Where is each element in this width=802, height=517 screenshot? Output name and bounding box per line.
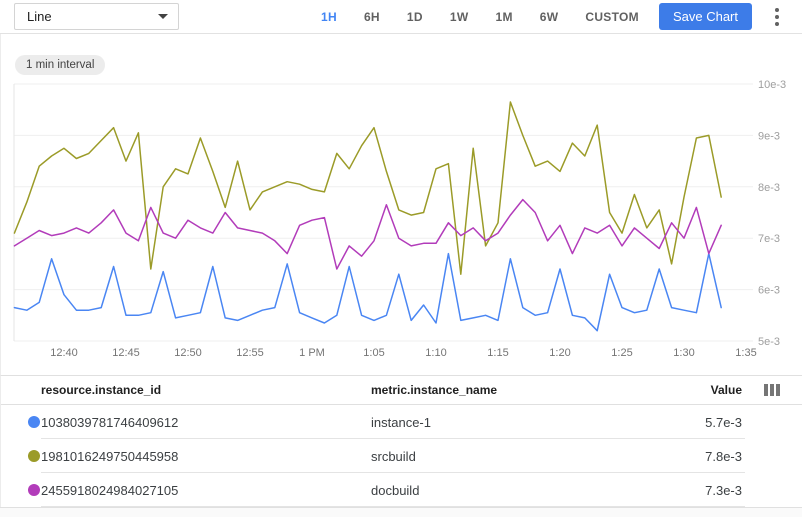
x-axis-tick-label: 1:30 (673, 347, 694, 359)
time-range-1d[interactable]: 1D (406, 9, 423, 24)
value-cell: 7.8e-3 (705, 448, 742, 464)
value-cell: 7.3e-3 (705, 482, 742, 498)
series-line-docbuild (13, 198, 722, 270)
value-cell: 5.7e-3 (705, 414, 742, 430)
instance-id-cell: 1038039781746409612 (41, 414, 179, 430)
legend-header-row: resource.instance_id metric.instance_nam… (1, 376, 802, 405)
instance-name-cell: instance-1 (371, 414, 431, 430)
y-axis-tick-label: 5e-3 (758, 336, 780, 348)
x-axis-tick-label: 1:35 (735, 347, 756, 359)
table-row[interactable]: 2455918024984027105 docbuild 7.3e-3 (1, 473, 802, 507)
series-line-instance-1 (13, 252, 722, 332)
instance-id-cell: 1981016249750445958 (41, 448, 179, 464)
y-axis-tick-label: 10e-3 (758, 79, 786, 91)
x-axis-tick-label: 1:10 (425, 347, 446, 359)
series-color-dot (28, 416, 40, 428)
legend-table: resource.instance_id metric.instance_nam… (0, 375, 802, 507)
x-axis-tick-label: 12:40 (50, 347, 78, 359)
save-chart-button[interactable]: Save Chart (658, 3, 752, 30)
time-range-1h[interactable]: 1H (321, 9, 337, 24)
chart-region: 1 min interval 5e-3 6e-3 7e-3 8e-3 9e-3 10e-3… (0, 34, 802, 375)
x-axis-tick-label: 1:15 (487, 347, 508, 359)
chart-type-value: Line (27, 9, 52, 24)
x-axis-tick-label: 12:50 (174, 347, 202, 359)
table-row[interactable]: 1038039781746409612 instance-1 5.7e-3 (1, 405, 802, 439)
column-header-instance-id: resource.instance_id (41, 383, 162, 397)
time-range-1w[interactable]: 1W (449, 9, 469, 24)
time-range-6h[interactable]: 6H (363, 9, 380, 24)
view-column-icon[interactable] (742, 384, 802, 396)
instance-id-cell: 2455918024984027105 (41, 482, 179, 498)
column-header-value: Value (710, 383, 742, 397)
series-color-dot (28, 484, 40, 496)
instance-name-cell: docbuild (371, 482, 420, 498)
y-axis-tick-label: 8e-3 (758, 182, 780, 194)
x-axis-tick-label: 12:55 (236, 347, 264, 359)
chart-type-select[interactable]: Line (14, 3, 179, 30)
panel-bottom-strip (0, 507, 802, 517)
chevron-down-icon (158, 14, 168, 19)
interval-badge: 1 min interval (15, 55, 106, 75)
time-range-6w[interactable]: 6W (539, 9, 559, 24)
toolbar: Line 1H 6H 1D 1W 1M 6W CUSTOM Save Chart (0, 0, 802, 34)
x-axis-tick-label: 1:20 (549, 347, 570, 359)
instance-name-cell: srcbuild (371, 448, 416, 464)
x-axis-tick-label: 1:05 (363, 347, 384, 359)
time-range-group: 1H 6H 1D 1W 1M 6W CUSTOM Save Chart (294, 3, 794, 30)
series-line-srcbuild (13, 101, 722, 275)
column-header-instance-name: metric.instance_name (371, 383, 498, 397)
x-axis-tick-label: 1 PM (299, 347, 325, 359)
line-chart-canvas[interactable]: 5e-3 6e-3 7e-3 8e-3 9e-3 10e-3 12:40 12:45 12:50… (1, 34, 802, 375)
table-row[interactable]: 1981016249750445958 srcbuild 7.8e-3 (1, 439, 802, 473)
time-range-custom[interactable]: CUSTOM (585, 9, 639, 24)
time-range-1m[interactable]: 1M (495, 9, 513, 24)
overflow-menu-icon[interactable] (766, 5, 788, 29)
x-axis-tick-label: 12:45 (112, 347, 140, 359)
y-axis-tick-label: 9e-3 (758, 130, 780, 142)
x-axis-tick-label: 1:25 (611, 347, 632, 359)
y-axis-tick-label: 6e-3 (758, 285, 780, 297)
series-color-dot (28, 450, 40, 462)
y-axis-tick-label: 7e-3 (758, 233, 780, 245)
